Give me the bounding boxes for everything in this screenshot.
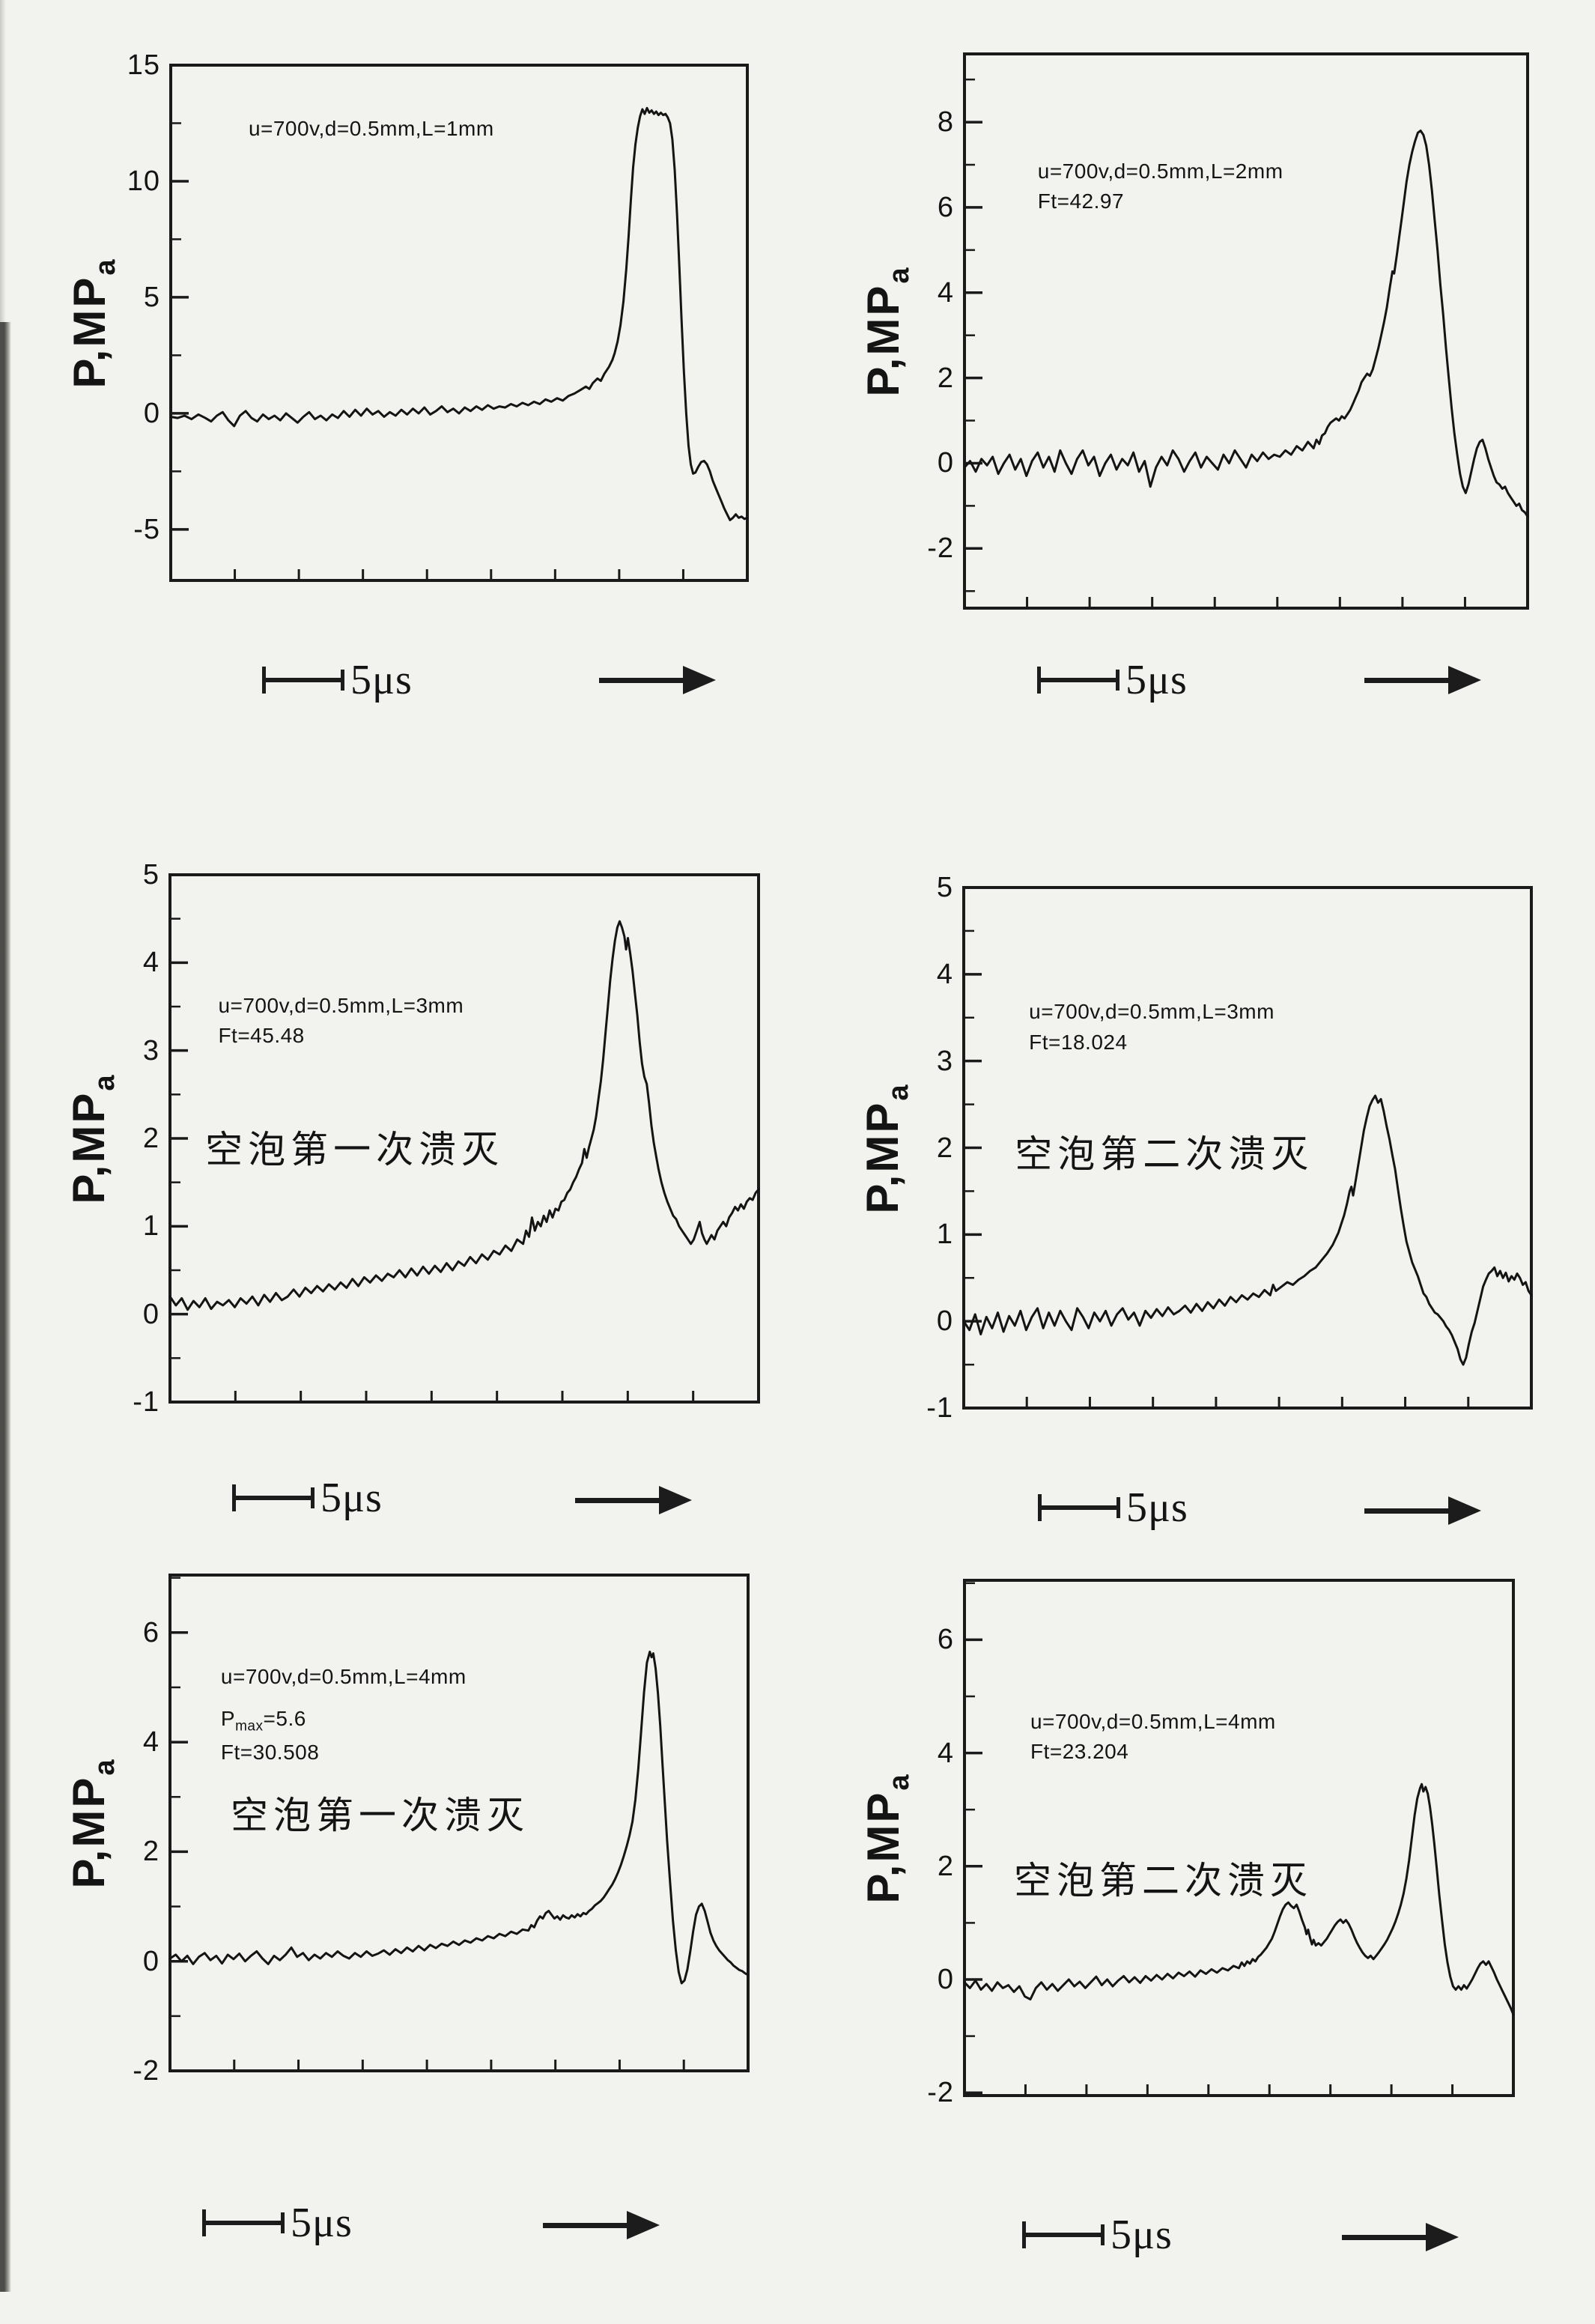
y-axis-tick-label: 0 (936, 1305, 953, 1338)
time-direction-arrow-icon (1364, 665, 1481, 695)
y-axis-tick-label: 3 (936, 1045, 953, 1077)
y-axis-tick-label: 8 (937, 106, 954, 139)
y-axis-tick-label: -2 (133, 2055, 160, 2087)
pressure-trace-line (963, 130, 1529, 518)
time-direction-arrow-icon (543, 2210, 660, 2240)
y-axis-tick-label: 5 (142, 859, 160, 891)
y-axis-tick-label: 0 (142, 1298, 160, 1330)
y-axis-tick-label: -1 (926, 1392, 953, 1424)
time-direction-arrow-icon (575, 1485, 692, 1515)
params-annotation: u=700v,d=0.5mm,L=2mm Ft=42.97 (1037, 159, 1283, 213)
event-label-first-collapse: 空泡第一次溃灭 (231, 1794, 530, 1837)
y-axis-title: P,MPa (858, 265, 915, 397)
y-axis-tick-label: 3 (142, 1034, 160, 1067)
y-axis-tick-label: -5 (133, 513, 160, 545)
pressure-trace-line (168, 1650, 750, 1985)
y-axis-tick-label: 6 (937, 1624, 954, 1656)
y-axis-tick-label: 4 (142, 947, 160, 979)
panel-pressure-trace-L3mm-first: P,MPa u=700v,d=0.5mm,L=3mm Ft=45.48 空泡第一… (64, 859, 760, 1418)
params-annotation: u=700v,d=0.5mm,L=3mm Ft=18.024 (1029, 999, 1275, 1054)
pressure-trace-plot-L4mm-first (168, 1574, 750, 2072)
y-axis-tick-label: 2 (142, 1123, 160, 1154)
y-axis-tick-label: 4 (936, 958, 953, 990)
time-scale-bar: 5μs (262, 657, 413, 703)
y-axis-tick-label: 2 (142, 1836, 160, 1868)
pmax-annotation: Pmax=5.6 (220, 1707, 306, 1735)
y-axis-tick-label: 0 (143, 397, 160, 429)
time-scale-label: 5μs (1126, 1484, 1188, 1531)
pressure-trace-plot-L3mm-first (168, 873, 760, 1404)
panel-pressure-trace-L4mm-second: P,MPa u=700v,d=0.5mm,L=4mm Ft=23.204 空泡第… (858, 1579, 1515, 2108)
y-axis-tick-label: 1 (936, 1219, 953, 1251)
panel-pressure-trace-L4mm-first: P,MPa u=700v,d=0.5mm,L=4mm Pmax=5.6 Ft=3… (64, 1574, 750, 2087)
panel-pressure-trace-L3mm-second: P,MPa u=700v,d=0.5mm,L=3mm Ft=18.024 空泡第… (857, 872, 1533, 1424)
event-label-first-collapse: 空泡第一次溃灭 (205, 1129, 505, 1171)
time-scale-label: 5μs (350, 657, 413, 703)
panel-pressure-trace-L1mm: P,MPa u=700v,d=0.5mm,L=1mm 15 10 5 0 -5 (64, 49, 749, 582)
y-axis-tick-label: 0 (142, 1945, 160, 1977)
y-axis-tick-label: 4 (937, 1737, 954, 1769)
y-axis-tick-label: 5 (143, 281, 160, 313)
time-scale-bar: 5μs (202, 2200, 353, 2246)
pressure-trace-line (169, 106, 749, 521)
y-axis-tick-label: 6 (937, 191, 954, 223)
time-scale-bar: 5μs (1038, 1484, 1188, 1531)
time-scale-bar: 5μs (1022, 2212, 1173, 2258)
y-axis-tick-label: 5 (936, 872, 953, 903)
pressure-trace-plot-L3mm-second (962, 886, 1533, 1410)
time-scale-label: 5μs (291, 2200, 353, 2246)
params-annotation: u=700v,d=0.5mm,L=1mm (248, 117, 494, 141)
pressure-trace-plot-L4mm-second (963, 1579, 1515, 2097)
y-axis-tick-label: 4 (142, 1726, 160, 1759)
y-axis-tick-label: 15 (127, 49, 160, 81)
pressure-trace-line (962, 1094, 1533, 1366)
y-axis-tick-label: 2 (937, 362, 954, 394)
pressure-trace-line (168, 920, 760, 1311)
time-scale-label: 5μs (1111, 2212, 1173, 2258)
y-axis-tick-label: -1 (133, 1386, 160, 1418)
scan-edge-strip-top (0, 0, 6, 322)
time-scale-bar: 5μs (232, 1475, 383, 1521)
panel-pressure-trace-L2mm: P,MPa u=700v,d=0.5mm,L=2mm Ft=42.97 8 6 4 2… (858, 52, 1529, 610)
y-axis-tick-label: 1 (142, 1210, 160, 1243)
y-axis-tick-label: 4 (937, 276, 954, 309)
y-axis-tick-label: 0 (937, 447, 954, 479)
y-axis-tick-label: 2 (936, 1132, 953, 1164)
pressure-trace-plot-L1mm (169, 64, 749, 582)
time-scale-label: 5μs (320, 1475, 383, 1521)
event-label-second-collapse: 空泡第二次溃灭 (1013, 1860, 1313, 1902)
time-direction-arrow-icon (1342, 2222, 1459, 2252)
time-direction-arrow-icon (599, 665, 716, 695)
time-direction-arrow-icon (1364, 1496, 1481, 1526)
y-axis-tick-label: 2 (937, 1850, 954, 1882)
y-axis-tick-label: -2 (927, 2077, 954, 2109)
y-axis-tick-label: 0 (937, 1964, 954, 1995)
y-axis-tick-label: -2 (927, 533, 954, 565)
params-annotation: u=700v,d=0.5mm,L=4mm Ft=23.204 (1030, 1709, 1276, 1764)
time-scale-bar: 5μs (1037, 657, 1188, 703)
pressure-trace-plot-L2mm (963, 52, 1529, 610)
y-axis-tick-label: 10 (127, 165, 160, 197)
scan-edge-strip (0, 322, 11, 2292)
params-annotation: u=700v,d=0.5mm,L=3mm Ft=45.48 (218, 993, 464, 1048)
event-label-second-collapse: 空泡第二次溃灭 (1015, 1133, 1314, 1176)
time-scale-label: 5μs (1125, 657, 1188, 703)
y-axis-tick-label: 6 (142, 1616, 160, 1648)
params-annotation: u=700v,d=0.5mm,L=4mm Pmax=5.6 Ft=30.508 (220, 1664, 467, 1764)
pressure-trace-line (963, 1783, 1515, 2016)
